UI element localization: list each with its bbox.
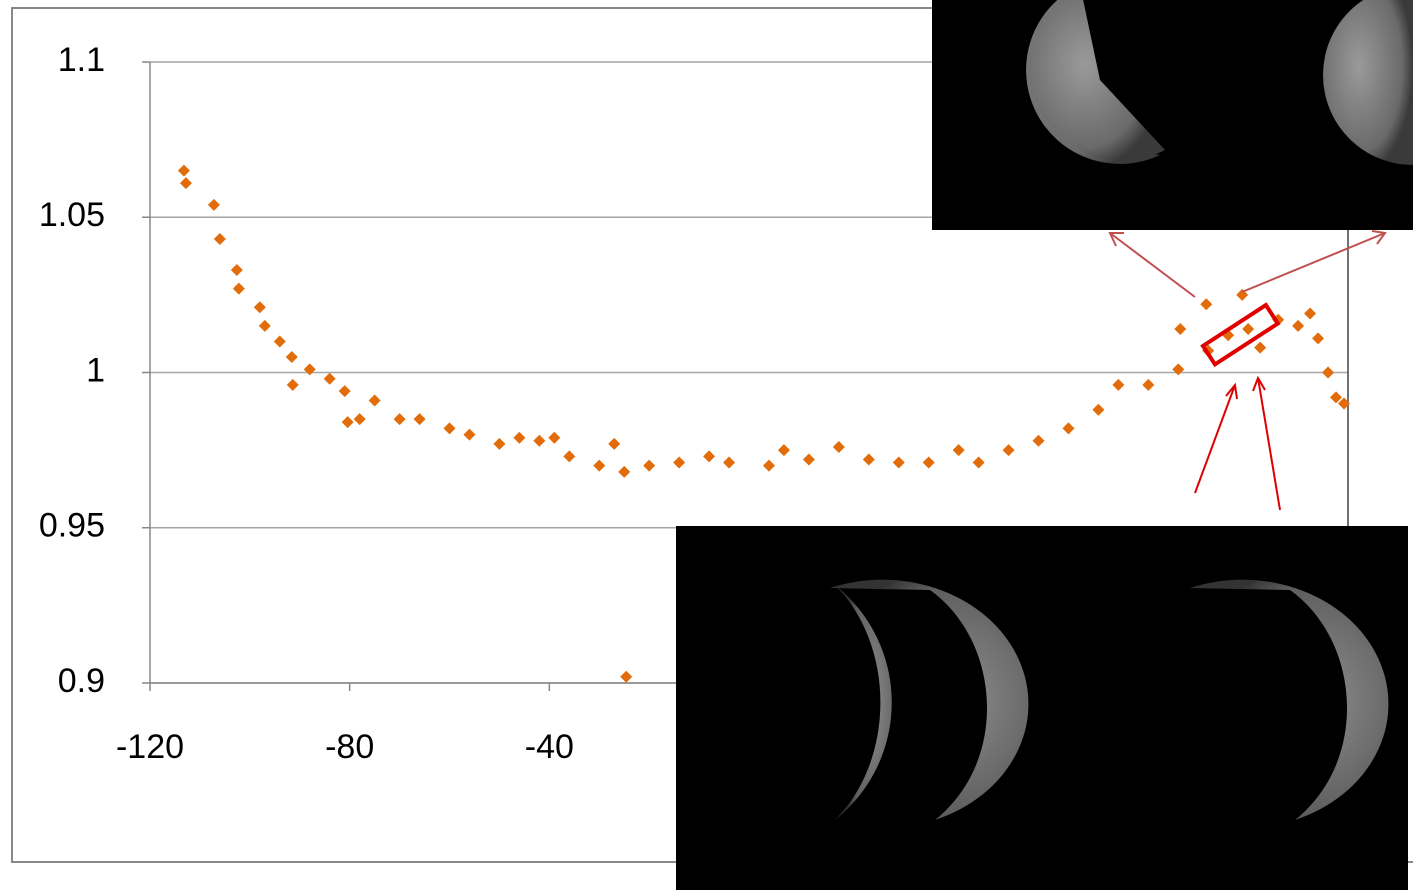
scatter-point — [803, 453, 815, 465]
scatter-point — [863, 453, 875, 465]
scatter-point — [304, 363, 316, 375]
scatter-point — [1254, 342, 1266, 354]
scatter-point — [339, 385, 351, 397]
y-tick-label: 0.95 — [39, 507, 105, 545]
scatter-point — [620, 671, 632, 683]
scatter-point — [593, 460, 605, 472]
scatter-point — [513, 432, 525, 444]
scatter-point — [563, 450, 575, 462]
scatter-point — [208, 199, 220, 211]
scatter-point — [231, 264, 243, 276]
scatter-point — [1322, 367, 1334, 379]
scatter-point — [178, 165, 190, 177]
y-tick-label: 1 — [86, 351, 105, 389]
y-tick-label: 0.9 — [58, 662, 105, 700]
scatter-point — [1062, 422, 1074, 434]
scatter-point — [180, 177, 192, 189]
scatter-point — [533, 435, 545, 447]
scatter-point — [548, 432, 560, 444]
scatter-point — [1142, 379, 1154, 391]
scatter-point — [463, 429, 475, 441]
scatter-point — [444, 422, 456, 434]
scatter-point — [259, 320, 271, 332]
scatter-point — [763, 460, 775, 472]
scatter-point — [274, 335, 286, 347]
inset-top — [932, 0, 1413, 230]
scatter-point — [214, 233, 226, 245]
scatter-point — [1312, 332, 1324, 344]
scatter-point — [394, 413, 406, 425]
y-tick-label: 1.05 — [39, 196, 105, 234]
x-tick-label: -120 — [116, 728, 184, 766]
scatter-point — [1242, 323, 1254, 335]
scatter-point — [1092, 404, 1104, 416]
scatter-point — [354, 413, 366, 425]
scatter-point — [233, 283, 245, 295]
y-tick-label: 1.1 — [58, 41, 105, 79]
chart: 0.9 0.95 1 1.05 1.1 -120 -80 -40 — [0, 0, 1413, 890]
scatter-point — [973, 457, 985, 469]
scatter-point — [324, 373, 336, 385]
scatter-point — [723, 457, 735, 469]
scatter-point — [342, 416, 354, 428]
scatter-point — [1174, 323, 1186, 335]
scatter-point — [254, 301, 266, 313]
scatter-point — [833, 441, 845, 453]
scatter-point — [1292, 320, 1304, 332]
scatter-point — [1172, 363, 1184, 375]
x-tick-label: -80 — [325, 728, 374, 766]
scatter-point — [1200, 298, 1212, 310]
inset-bottom — [676, 526, 1408, 890]
scatter-point — [618, 466, 630, 478]
scatter-point — [673, 457, 685, 469]
scatter-point — [923, 457, 935, 469]
scatter-point — [369, 394, 381, 406]
scatter-point — [643, 460, 655, 472]
scatter-point — [893, 457, 905, 469]
scatter-point — [493, 438, 505, 450]
scatter-point — [778, 444, 790, 456]
scatter-point — [703, 450, 715, 462]
scatter-point — [414, 413, 426, 425]
scatter-point — [1112, 379, 1124, 391]
scatter-point — [1304, 308, 1316, 320]
x-tick-label: -40 — [525, 728, 574, 766]
scatter-point — [953, 444, 965, 456]
scatter-point — [286, 351, 298, 363]
scatter-point — [608, 438, 620, 450]
scatter-point — [1003, 444, 1015, 456]
scatter-point — [287, 379, 299, 391]
scatter-point — [1033, 435, 1045, 447]
